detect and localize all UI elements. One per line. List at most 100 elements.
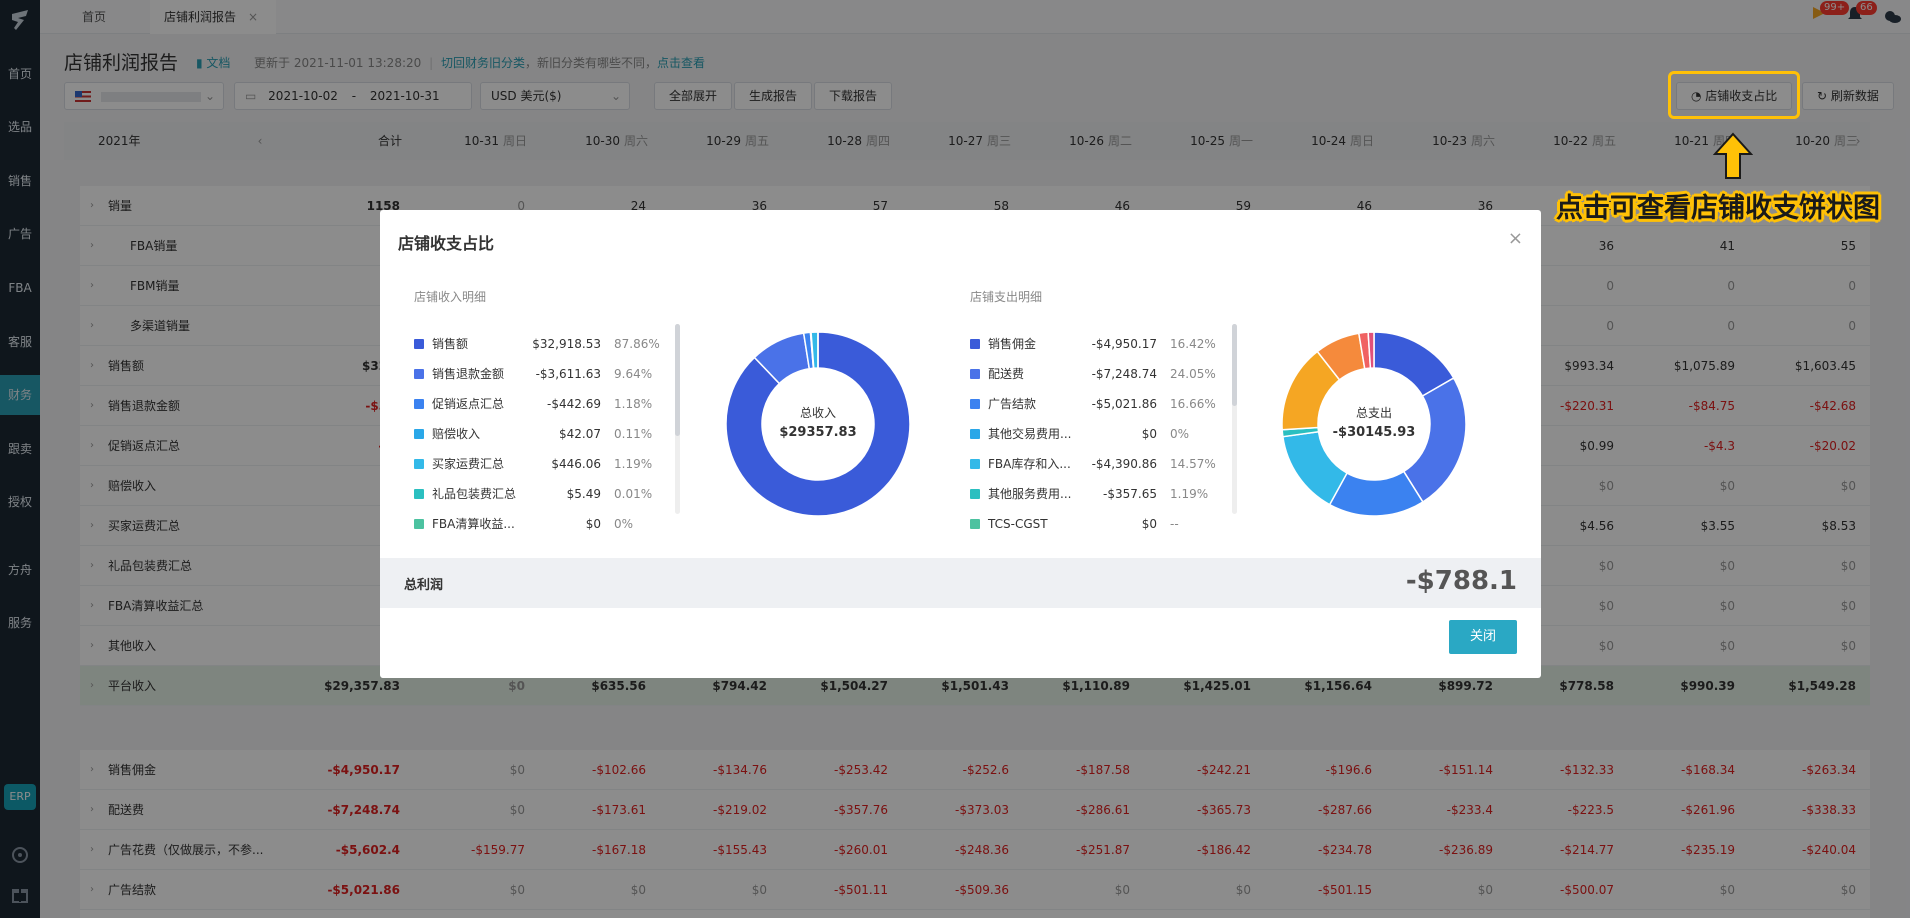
row-cell: -$509.36	[955, 883, 1009, 897]
expense-center-label: 总支出	[1355, 406, 1392, 420]
legend-item[interactable]: 其他服务费用... -$357.65 1.19%	[970, 484, 1215, 504]
table-row[interactable]: › 广告花费（仅做展示，不参... -$5,602.4 -$159.77 -$167.1…	[80, 830, 1870, 870]
legend-item[interactable]: FBA清算收益... $0 0%	[414, 514, 659, 534]
support-icon[interactable]	[10, 845, 30, 865]
expand-icon[interactable]: ›	[90, 680, 94, 691]
sidebar-item[interactable]: 服务	[7, 616, 32, 630]
us-flag-icon	[75, 91, 91, 102]
col-weekday: 周二	[1107, 134, 1132, 148]
doc-link[interactable]: ▮ 文档	[196, 54, 230, 71]
legend-item[interactable]: FBA库存和入... -$4,390.86 14.57%	[970, 454, 1216, 474]
legend-name: 销售佣金	[988, 337, 1037, 351]
col-weekday: 周六	[623, 134, 648, 148]
tab-profit-report[interactable]: 店铺利润报告 ×	[150, 0, 276, 34]
legend-item[interactable]: 销售额 $32,918.53 87.86%	[414, 334, 660, 354]
expand-icon[interactable]: ›	[90, 480, 94, 491]
sidebar-item[interactable]: 跟卖	[7, 442, 32, 456]
expand-icon[interactable]: ›	[90, 600, 94, 611]
legend-item[interactable]: 礼品包装费汇总 $5.49 0.01%	[414, 484, 659, 504]
row-cell: $1,603.45	[1794, 359, 1856, 373]
row-cell: $899.72	[1438, 679, 1493, 693]
store-select[interactable]: ⌄	[64, 82, 224, 110]
expand-icon[interactable]: ›	[90, 844, 94, 855]
row-cell: 0	[1848, 319, 1856, 333]
currency-select[interactable]: USD 美元($) ⌄	[480, 82, 630, 110]
legend-name: 配送费	[988, 367, 1025, 381]
row-cell: -$234.78	[1318, 843, 1372, 857]
refresh-data-button[interactable]: ↻ 刷新数据	[1802, 82, 1894, 110]
expand-icon[interactable]: ›	[90, 200, 94, 211]
notification-flag[interactable]: 99+	[1810, 1, 1850, 27]
close-icon[interactable]: ×	[1507, 228, 1523, 249]
expand-icon[interactable]: ›	[90, 520, 94, 531]
donut-slice[interactable]	[1367, 331, 1375, 369]
sidebar-item[interactable]: 销售	[7, 174, 32, 188]
erp-button[interactable]: ERP	[4, 784, 36, 810]
sidebar-item[interactable]: 首页	[7, 67, 32, 81]
income-expense-ratio-button[interactable]: ◔ 店铺收支占比	[1676, 82, 1793, 110]
expand-icon[interactable]: ›	[90, 280, 94, 291]
row-cell: $0	[1235, 883, 1251, 897]
table-row[interactable]: › 广告结款 -$5,021.86 $0 $0 $0 -$501.11 -$509.36 $0 $…	[80, 870, 1870, 910]
legend-item[interactable]: 其他交易费用... $0 0%	[970, 424, 1215, 444]
legend-item[interactable]: 买家运费汇总 $446.06 1.19%	[414, 454, 659, 474]
legend-name: 其他服务费用...	[988, 487, 1072, 501]
legend-percent: 87.86%	[614, 337, 660, 351]
table-row[interactable]: › 配送费 -$7,248.74 $0 -$173.61 -$219.02 -$357.76…	[80, 790, 1870, 830]
next-page-icon[interactable]: ›	[1855, 134, 1861, 148]
sidebar-item[interactable]: FBA	[8, 281, 32, 295]
tab-home[interactable]: 首页	[82, 10, 107, 24]
expand-icon[interactable]: ›	[90, 640, 94, 651]
sidebar-item[interactable]: 客服	[7, 335, 32, 349]
legend-swatch	[970, 459, 980, 469]
row-label: 赔偿收入	[108, 479, 157, 493]
row-cell: $0	[1840, 883, 1856, 897]
sidebar-item[interactable]: 广告	[7, 227, 32, 241]
legend-item[interactable]: 广告结款 -$5,021.86 16.66%	[970, 394, 1216, 414]
expand-icon[interactable]: ›	[90, 400, 94, 411]
app-logo-icon[interactable]	[6, 6, 34, 34]
legend-item[interactable]: 销售佣金 -$4,950.17 16.42%	[970, 334, 1216, 354]
expand-all-button[interactable]: 全部展开	[654, 82, 733, 110]
download-report-button[interactable]: 下载报告	[814, 82, 893, 110]
legend-item[interactable]: 销售退款金额 -$3,611.63 9.64%	[414, 364, 659, 384]
tab-close-icon[interactable]: ×	[248, 10, 259, 24]
expense-legend-scrollbar[interactable]	[1232, 324, 1237, 514]
legend-item[interactable]: TCS-CGST $0 --	[970, 514, 1215, 534]
legend-item[interactable]: 赔偿收入 $42.07 0.11%	[414, 424, 659, 444]
refresh-icon: ↻	[1817, 89, 1831, 103]
expand-icon[interactable]: ›	[90, 360, 94, 371]
bell-button[interactable]: 66	[1846, 1, 1877, 27]
legend-item[interactable]: 配送费 -$7,248.74 24.05%	[970, 364, 1216, 384]
row-label: FBA清算收益汇总	[108, 599, 204, 613]
gift-icon[interactable]	[10, 884, 30, 904]
income-legend-scrollbar[interactable]	[675, 324, 680, 514]
sidebar-item[interactable]: 选品	[7, 120, 32, 134]
expand-icon[interactable]: ›	[90, 764, 94, 775]
table-row[interactable]: › 销售佣金 -$4,950.17 $0 -$102.66 -$134.76 -$253.4…	[80, 750, 1870, 790]
row-cell: $0	[1840, 599, 1856, 613]
close-button[interactable]: 关闭	[1449, 620, 1517, 654]
expand-icon[interactable]: ›	[90, 240, 94, 251]
row-cell: 0	[1727, 319, 1735, 333]
donut-slice[interactable]	[725, 331, 911, 517]
legend-item[interactable]: 促销返点汇总 -$442.69 1.18%	[414, 394, 659, 414]
sidebar-item[interactable]: 授权	[7, 495, 32, 509]
expand-icon[interactable]: ›	[90, 804, 94, 815]
expand-icon[interactable]: ›	[90, 560, 94, 571]
generate-report-button[interactable]: 生成报告	[734, 82, 813, 110]
legend-percent: --	[1170, 517, 1179, 531]
sidebar-item[interactable]: 财务	[0, 375, 40, 415]
prev-page-icon[interactable]: ‹	[257, 134, 263, 148]
expand-icon[interactable]: ›	[90, 884, 94, 895]
expand-icon[interactable]: ›	[90, 440, 94, 451]
row-cell: $0	[1598, 559, 1614, 573]
date-range-picker[interactable]: ▭ 2021-10-02 - 2021-10-31	[234, 82, 472, 110]
sidebar-item[interactable]: 方舟	[7, 563, 32, 577]
switch-old-category-link[interactable]: 切回财务旧分类	[440, 56, 525, 70]
arrow-up-icon	[1713, 132, 1753, 179]
weather-icon[interactable]	[1882, 7, 1902, 25]
page-header: 店铺利润报告 ▮ 文档 更新于 2021-11-01 13:28:20 | 切回…	[64, 48, 1910, 74]
check-diff-link[interactable]: 点击查看	[657, 56, 706, 70]
expand-icon[interactable]: ›	[90, 320, 94, 331]
